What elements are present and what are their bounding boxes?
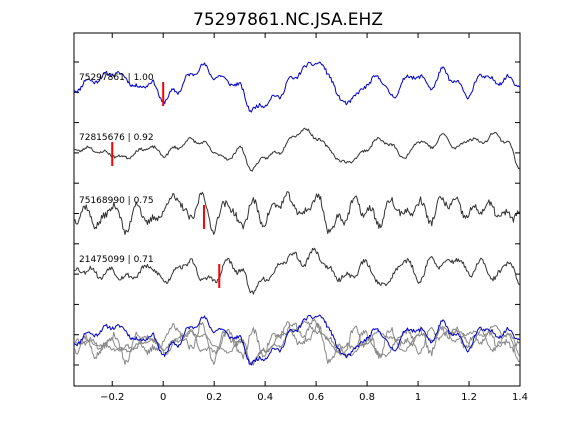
x-tick-label: 0.2 (206, 392, 222, 403)
x-tick-label: 0.8 (359, 392, 375, 403)
x-tick-label: 0 (160, 392, 166, 403)
trace-label-72815676: 72815676 | 0.92 (79, 133, 154, 143)
plot-frame (73, 32, 521, 387)
trace-line-72815676 (73, 127, 520, 172)
x-tick-label: 0.4 (257, 392, 273, 403)
trace-label-75297861: 75297861 | 1.00 (79, 73, 154, 83)
trace-group: 75297861 | 1.00 72815676 | 0.92 75168990 |… (73, 61, 520, 366)
trace-line-75297861 (73, 61, 520, 113)
x-tick-label: 0.6 (308, 392, 324, 403)
overlay-trace-75168990 (73, 321, 520, 365)
x-tick-label: 1.4 (512, 392, 528, 403)
overlay-trace-75297861 (73, 314, 520, 366)
overlay-trace-72815676 (73, 320, 520, 365)
x-tick-label: 1.2 (461, 392, 477, 403)
chart-title: 75297861.NC.JSA.EHZ (193, 10, 383, 30)
x-tick-label: −0.2 (100, 392, 124, 403)
axis-ticks: −0.2 0 0.2 0.4 0.6 0.8 1 1.2 1.4 (74, 33, 528, 403)
trace-label-75168990: 75168990 | 0.75 (79, 196, 154, 206)
x-tick-label: 1 (415, 392, 421, 403)
trace-line-75168990 (73, 191, 520, 235)
trace-label-21475099: 21475099 | 0.71 (79, 255, 154, 265)
trace-line-21475099 (73, 247, 520, 295)
